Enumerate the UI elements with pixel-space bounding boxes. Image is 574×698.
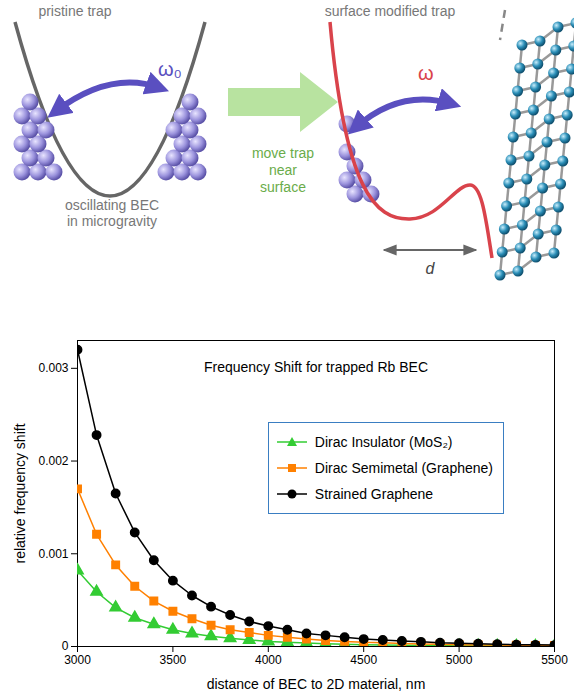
svg-text:0.002: 0.002 (38, 454, 68, 468)
html-text:Strained Graphene: Strained Graphene (314, 486, 434, 502)
svg-text:ω: ω (418, 62, 434, 84)
html-text:Dirac Semimetal (Graphene): Dirac Semimetal (Graphene) (314, 460, 493, 476)
svg-text:0: 0 (62, 639, 69, 653)
html-text:Dirac Insulator (MoS₂): Dirac Insulator (MoS₂) (314, 434, 453, 450)
svg-text:0.003: 0.003 (38, 361, 68, 375)
svg-text:4500: 4500 (350, 653, 377, 667)
svg-text:ω₀: ω₀ (158, 58, 182, 80)
svg-text:0.001: 0.001 (38, 547, 68, 561)
svg-text:relative frequency shift: relative frequency shift (12, 423, 28, 563)
svg-text:3500: 3500 (160, 653, 187, 667)
svg-text:5500: 5500 (541, 653, 568, 667)
svg-text:4000: 4000 (255, 653, 282, 667)
svg-text:d: d (426, 260, 436, 277)
svg-text:Frequency Shift for trapped Rb: Frequency Shift for trapped Rb BEC (204, 359, 428, 375)
svg-text:distance of BEC to 2D material: distance of BEC to 2D material, nm (207, 676, 426, 692)
svg-text:5000: 5000 (446, 653, 473, 667)
svg-text:surface modified trap: surface modified trap (325, 3, 456, 19)
svg-text:oscillating BECin microgravity: oscillating BECin microgravity (65, 197, 159, 229)
svg-text:pristine trap: pristine trap (38, 3, 111, 19)
svg-text:3000: 3000 (64, 653, 91, 667)
svg-text:move trapnearsurface: move trapnearsurface (252, 145, 314, 195)
